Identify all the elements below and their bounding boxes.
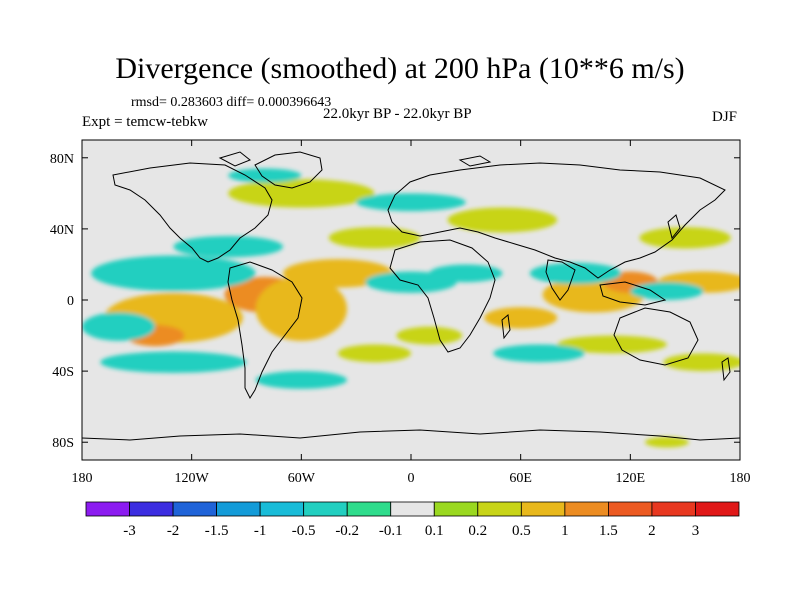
x-tick-label: 120W <box>175 471 210 486</box>
contour-region <box>663 353 740 372</box>
contour-region <box>630 282 704 300</box>
colorbar-swatch <box>259 501 305 517</box>
colorbar-label: -0.5 <box>292 523 316 539</box>
colorbar-label: 1.5 <box>599 523 618 539</box>
contour-region <box>337 344 412 363</box>
contour-region <box>173 236 284 258</box>
colorbar-label: -0.2 <box>335 523 359 539</box>
chart-title: Divergence (smoothed) at 200 hPa (10**6 … <box>115 52 685 85</box>
contour-region <box>228 179 375 208</box>
contour-region <box>396 326 463 345</box>
colorbar-label: 3 <box>692 523 700 539</box>
colorbar-swatch <box>433 501 479 517</box>
colorbar-swatch <box>651 501 696 517</box>
y-tick-label: 40N <box>50 223 74 238</box>
contour-region <box>557 335 667 354</box>
colorbar-swatch <box>520 501 566 517</box>
colorbar-swatch <box>129 501 174 517</box>
colorbar-label: -3 <box>123 523 136 539</box>
coastlines <box>82 151 740 441</box>
contour-region <box>328 227 421 249</box>
rmsd-stats: rmsd= 0.283603 diff= 0.000396643 <box>131 95 332 110</box>
y-tick-label: 0 <box>67 294 74 309</box>
colorbar-swatch <box>85 501 130 517</box>
colorbar-label: -2 <box>167 523 180 539</box>
contour-region <box>447 207 558 233</box>
contour-region <box>493 344 585 363</box>
colorbar-swatch <box>346 501 392 517</box>
colorbar-label: 0.5 <box>512 523 531 539</box>
x-tick-label: 0 <box>408 471 415 486</box>
colorbar-swatch <box>390 501 435 517</box>
contour-region <box>100 351 247 373</box>
colorbar-label: 0.1 <box>425 523 444 539</box>
contour-region <box>644 436 689 448</box>
colorbar-label: 2 <box>648 523 656 539</box>
contour-region <box>91 255 256 292</box>
colorbar-label: -0.1 <box>379 523 403 539</box>
y-axis-ticks: 80N 40N 0 40S 80S <box>50 152 740 451</box>
x-axis-ticks: 180 120W 60W 0 60E 120E 180 <box>72 140 751 486</box>
x-tick-label: 60W <box>288 471 316 486</box>
colorbar: -3 -2 -1.5 -1 -0.5 -0.2 -0.1 0.1 0.2 0.5 1 1.5 2 3 <box>85 501 740 539</box>
contour-region <box>82 312 156 341</box>
x-tick-label: 120E <box>616 471 646 486</box>
y-tick-label: 40S <box>52 365 74 380</box>
experiment-label: Expt = temcw-tebkw <box>82 114 208 130</box>
colorbar-swatch <box>172 501 217 517</box>
colorbar-label: -1.5 <box>205 523 229 539</box>
colorbar-swatch <box>216 501 261 517</box>
colorbar-swatch <box>303 501 348 517</box>
contour-region <box>283 259 393 288</box>
colorbar-swatch <box>477 501 522 517</box>
colorbar-swatch <box>608 501 653 517</box>
x-tick-label: 60E <box>509 471 532 486</box>
y-tick-label: 80N <box>50 152 74 167</box>
contour-region <box>255 371 348 389</box>
colorbar-label: 0.2 <box>468 523 487 539</box>
contour-region <box>356 193 466 212</box>
period-label: 22.0kyr BP - 22.0kyr BP <box>323 106 472 122</box>
contour-region <box>639 227 731 249</box>
colorbar-label: 1 <box>561 523 569 539</box>
contour-region <box>529 262 622 285</box>
x-tick-label: 180 <box>72 471 93 486</box>
y-tick-label: 80S <box>52 436 74 451</box>
contour-region <box>484 307 558 329</box>
colorbar-swatch <box>695 501 740 517</box>
x-tick-label: 180 <box>730 471 751 486</box>
season-label: DJF <box>712 109 738 125</box>
contour-regions <box>82 168 740 448</box>
contour-region <box>429 264 503 283</box>
colorbar-label: -1 <box>254 523 267 539</box>
contour-region <box>228 168 302 183</box>
contour-region <box>255 276 348 341</box>
colorbar-swatch <box>564 501 609 517</box>
